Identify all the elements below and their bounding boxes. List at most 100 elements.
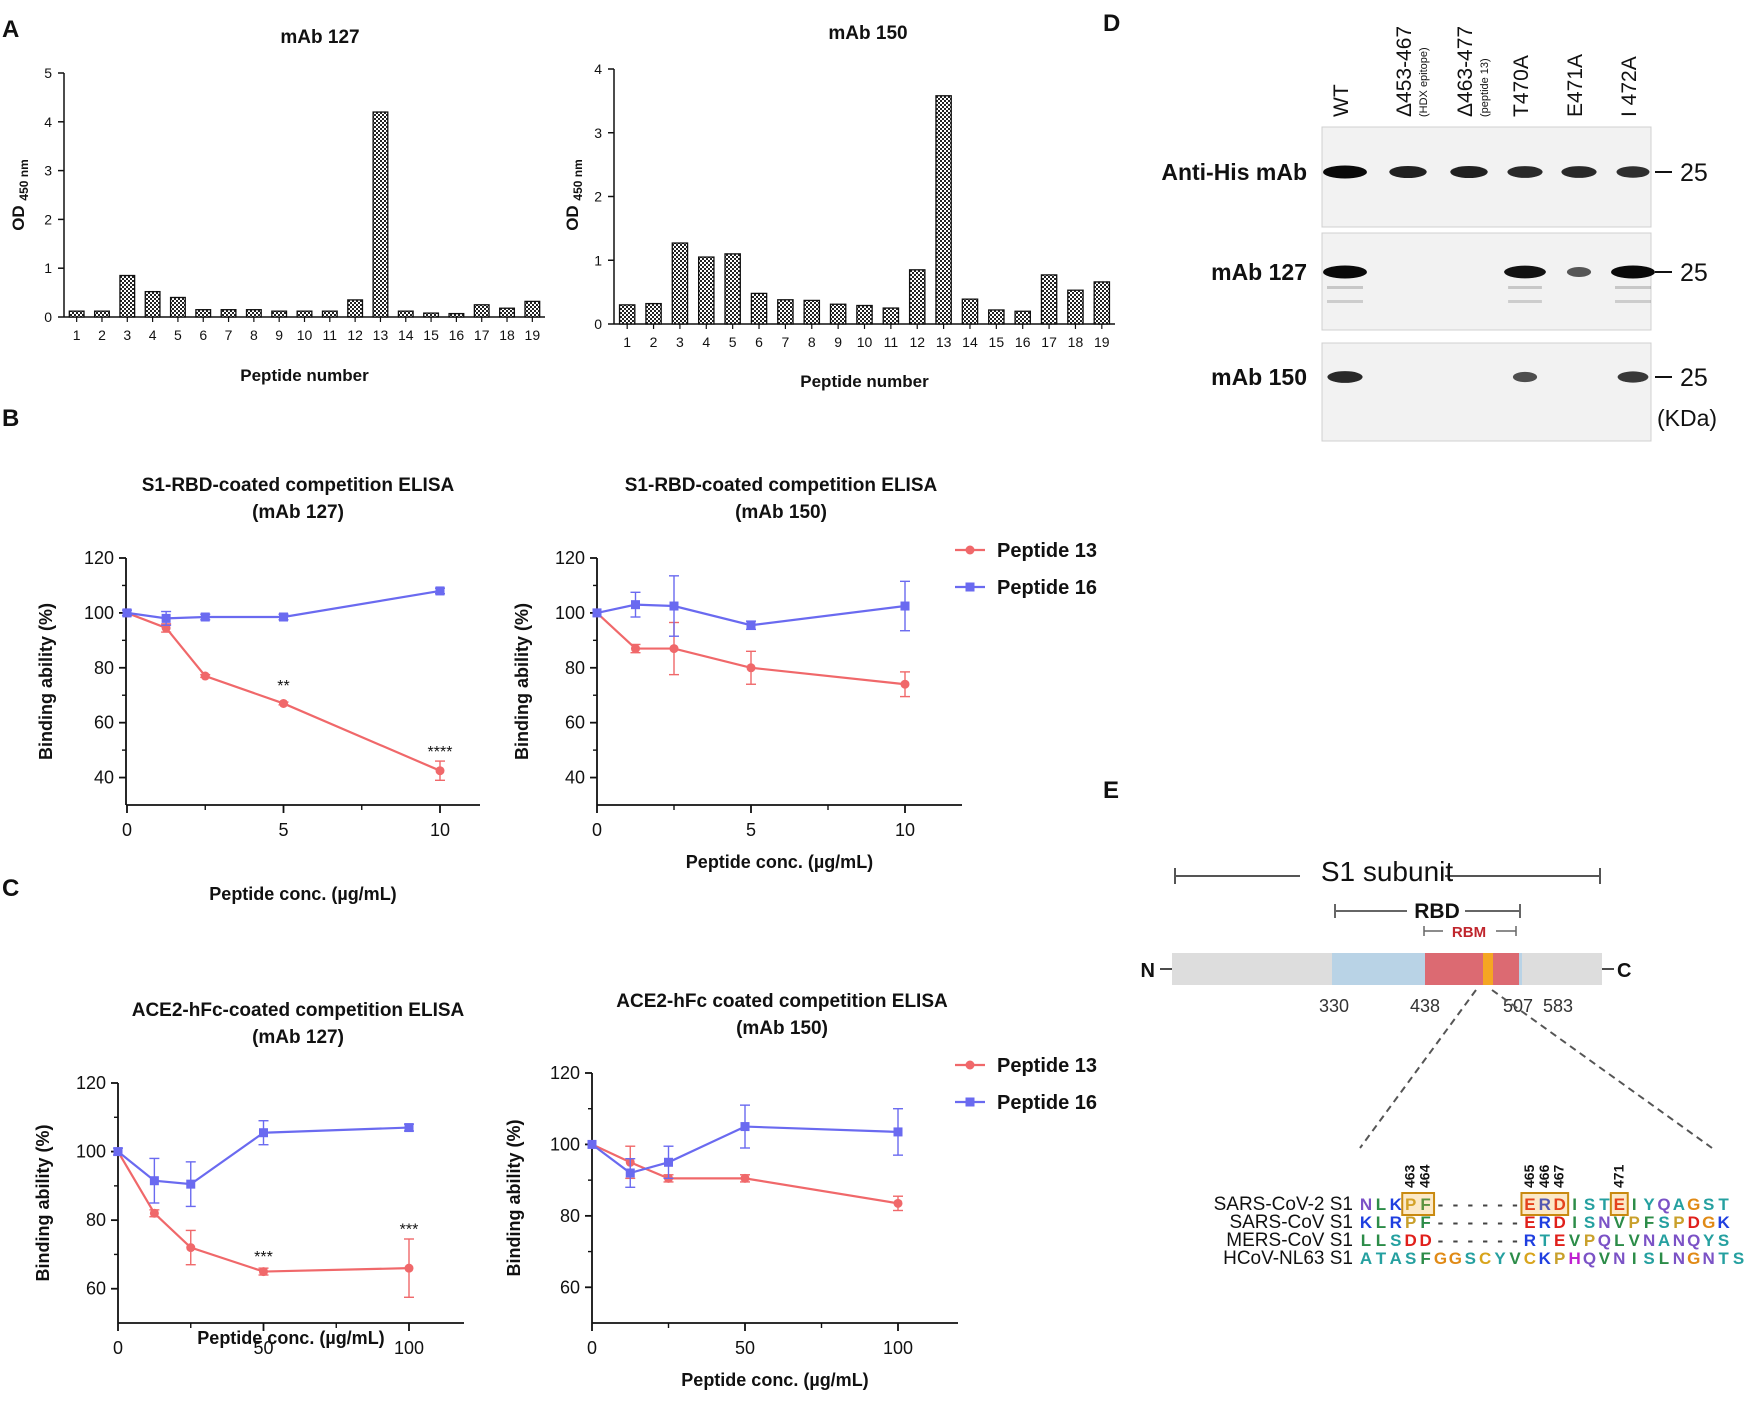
panel-letter-c: C [2, 875, 20, 902]
blot-band-faint [1327, 300, 1363, 303]
bar [296, 310, 313, 318]
data-point [900, 601, 910, 611]
blot-band-faint [1327, 286, 1363, 289]
x-tick-label: 16 [1015, 334, 1031, 350]
legend-marker [965, 582, 975, 592]
alignment-residue: - [1482, 1195, 1488, 1214]
y-tick-label: 2 [594, 189, 602, 205]
alignment-residue: R [1524, 1231, 1536, 1250]
alignment-residue: V [1569, 1231, 1581, 1250]
alignment-residue: A [1658, 1231, 1670, 1250]
x-tick-label: 12 [909, 334, 925, 350]
alignment-residue: K [1360, 1213, 1373, 1232]
x-tick-label: 15 [989, 334, 1005, 350]
x-tick-label: 2 [650, 334, 658, 350]
data-point [186, 1243, 196, 1253]
marker-label: 25 [1680, 364, 1708, 392]
alignment-residue: Y [1494, 1249, 1506, 1268]
y-tick-label: 120 [76, 1073, 106, 1093]
bar [347, 299, 364, 318]
data-point [664, 1157, 673, 1167]
lane-label: Δ453-467 [1393, 26, 1416, 117]
bar [321, 310, 338, 318]
bar [988, 309, 1005, 325]
marker-label: 25 [1680, 259, 1708, 287]
x-tick-label: 1 [73, 327, 81, 343]
alignment-residue: G [1449, 1249, 1462, 1268]
significance-label: *** [254, 1249, 273, 1266]
bar [618, 304, 636, 325]
y-tick-label: 3 [44, 163, 52, 179]
alignment-residue: E [1614, 1195, 1625, 1214]
bar [397, 310, 414, 318]
data-point [740, 1173, 750, 1183]
x-tick-label: 14 [398, 327, 414, 343]
blot-band [1389, 165, 1427, 179]
residue-position-label: 438 [1410, 996, 1440, 1016]
x-tick-label: 18 [499, 327, 515, 343]
alignment-residue: D [1554, 1213, 1566, 1232]
y-tick-label: 60 [86, 1279, 106, 1299]
n-terminus-label: N [1141, 960, 1155, 982]
chart-title: mAb 127 [280, 27, 359, 48]
blot-band [1512, 371, 1538, 383]
data-point [404, 1123, 414, 1133]
y-axis-label: Binding ability (%) [512, 603, 532, 760]
chart-subtitle: (mAb 150) [736, 1018, 828, 1039]
x-tick-label: 14 [962, 334, 978, 350]
blot-band [1327, 371, 1363, 383]
legend-marker [965, 1060, 975, 1070]
alignment-residue: A [1673, 1195, 1685, 1214]
x-tick-label: 6 [199, 327, 207, 343]
alignment-residue: D [1554, 1195, 1566, 1214]
alignment-residue: P [1405, 1213, 1416, 1232]
bar [803, 299, 821, 325]
alignment-residue: N [1703, 1249, 1715, 1268]
y-tick-label: 60 [560, 1277, 580, 1297]
bar [697, 256, 715, 325]
alignment-residue: T [1718, 1249, 1729, 1268]
panel-letter-b: B [2, 405, 20, 432]
x-tick-label: 6 [755, 334, 763, 350]
alignment-residue: G [1702, 1213, 1715, 1232]
data-point [113, 1147, 123, 1157]
alignment-residue: Q [1598, 1231, 1611, 1250]
bar [524, 300, 541, 318]
x-tick-label: 10 [297, 327, 313, 343]
alignment-residue: - [1512, 1213, 1518, 1232]
alignment-residue: P [1673, 1213, 1684, 1232]
data-point [149, 1208, 159, 1218]
y-tick-label: 80 [560, 1206, 580, 1226]
bar [671, 242, 689, 325]
alignment-residue: D [1405, 1231, 1417, 1250]
x-tick-label: 11 [884, 334, 899, 350]
y-axis-label: Binding ability (%) [504, 1120, 524, 1277]
alignment-residue: - [1453, 1213, 1459, 1232]
alignment-residue: - [1482, 1213, 1488, 1232]
data-point [669, 601, 679, 611]
data-point [435, 766, 445, 776]
data-point [200, 671, 210, 681]
alignment-residue: S [1643, 1249, 1654, 1268]
zoom-line [1491, 989, 1713, 1149]
alignment-residue: - [1467, 1195, 1473, 1214]
alignment-residue: N [1613, 1249, 1625, 1268]
blot-band [1323, 165, 1367, 179]
bar [499, 307, 516, 318]
data-point [149, 1176, 159, 1186]
y-tick-label: 120 [550, 1063, 580, 1083]
data-point [740, 1122, 750, 1132]
blot-row-label: mAb 150 [1211, 364, 1307, 390]
alignment-residue: F [1644, 1213, 1654, 1232]
residue-number: 464 [1417, 1164, 1433, 1188]
alignment-residue: I [1572, 1213, 1577, 1232]
alignment-residue: T [1376, 1249, 1387, 1268]
alignment-residue: - [1482, 1231, 1488, 1250]
x-tick-label: 18 [1068, 334, 1084, 350]
alignment-residue: - [1497, 1231, 1503, 1250]
y-tick-label: 3 [594, 125, 602, 141]
y-tick-label: 4 [594, 61, 602, 77]
alignment-residue: Q [1687, 1231, 1700, 1250]
x-tick-label: 10 [857, 334, 873, 350]
chart-subtitle: (mAb 127) [252, 1027, 344, 1048]
